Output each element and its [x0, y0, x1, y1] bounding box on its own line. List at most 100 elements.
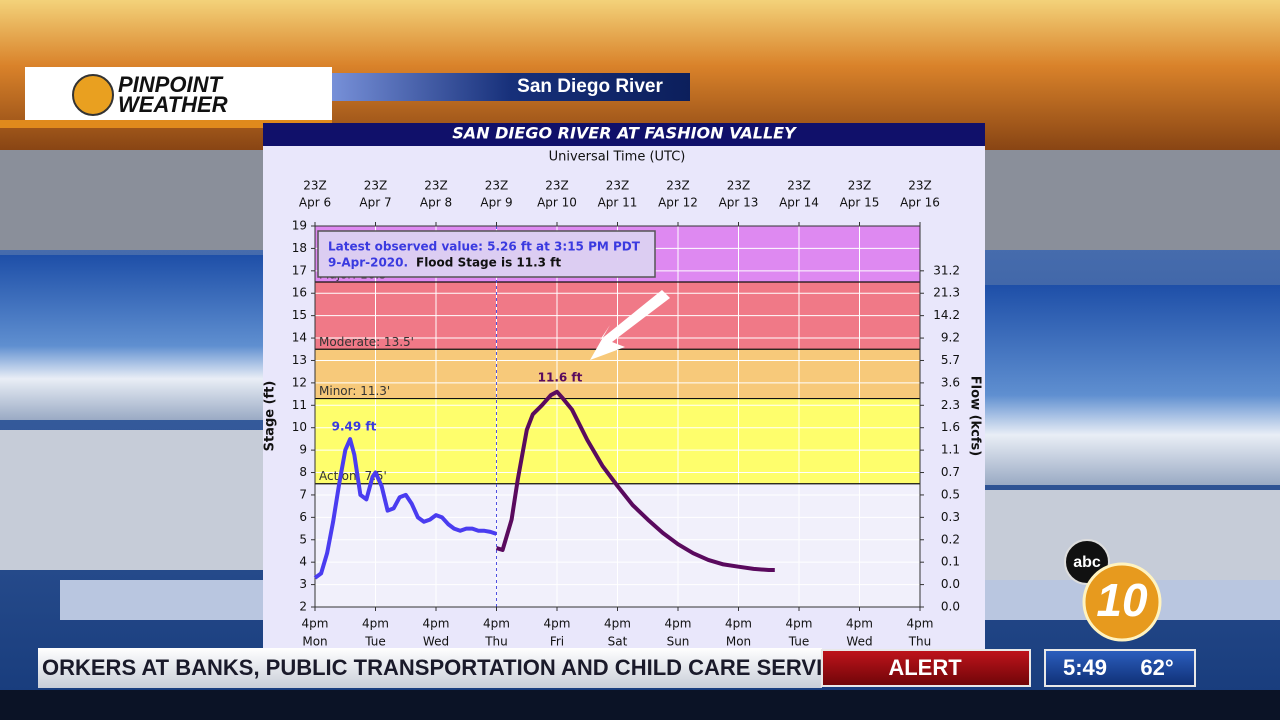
top-tick-label: 23Z — [666, 179, 690, 193]
x-tick-day: Tue — [364, 635, 386, 649]
channel-number: 10 — [1096, 574, 1148, 626]
top-tick-label: 23Z — [908, 179, 932, 193]
flood-label: Moderate: 13.5' — [319, 335, 414, 349]
y-tick-label: 15 — [292, 308, 307, 322]
y2-tick-label: 0.0 — [941, 600, 960, 614]
series-line — [495, 389, 775, 572]
top-tick-label: 23Z — [545, 179, 569, 193]
x-tick-label: 4pm — [604, 617, 631, 631]
y-tick-label: 5 — [299, 532, 307, 546]
top-tick-date: Apr 15 — [840, 196, 880, 210]
header-title: San Diego River — [517, 76, 663, 97]
y2-tick-label: 14.2 — [933, 308, 960, 322]
y2-tick-label: 31.2 — [933, 263, 960, 277]
y-tick-label: 19 — [292, 219, 307, 233]
top-tick-label: 23Z — [424, 179, 448, 193]
flood-label: Minor: 11.3' — [319, 384, 390, 398]
logo-icon — [72, 74, 114, 116]
logo-text: PINPOINT — [118, 72, 223, 97]
x-tick-day: Mon — [726, 635, 751, 649]
network-name: abc — [1073, 554, 1101, 571]
y-tick-label: 9 — [299, 443, 307, 457]
top-tick-label: 23Z — [727, 179, 751, 193]
clock-box — [1044, 649, 1196, 687]
annotation: Latest observed value: 5.26 ft at 3:15 P… — [328, 240, 641, 254]
y-tick-label: 3 — [299, 577, 307, 591]
channel-logo — [1082, 562, 1162, 642]
y-tick-label: 16 — [292, 286, 307, 300]
y-tick-label: 6 — [299, 510, 307, 524]
x-tick-label: 4pm — [423, 617, 450, 631]
y-tick-label: 13 — [292, 353, 307, 367]
y2-tick-label: 0.7 — [941, 465, 960, 479]
sky-panel — [985, 285, 1280, 485]
y2-tick-label: 0.5 — [941, 487, 960, 501]
top-tick-label: 23Z — [485, 179, 509, 193]
top-tick-date: Apr 8 — [420, 196, 452, 210]
y-tick-label: 7 — [299, 487, 307, 501]
studio-panel — [0, 430, 263, 570]
ticker-text: ORKERS AT BANKS, PUBLIC TRANSPORTATION A… — [42, 655, 919, 680]
x-tick-label: 4pm — [302, 617, 329, 631]
x-tick-label: 4pm — [544, 617, 571, 631]
x-tick-label: 4pm — [362, 617, 389, 631]
top-tick-date: Apr 7 — [359, 196, 391, 210]
series-line — [313, 437, 498, 580]
bottom-strip — [0, 690, 1280, 720]
y2-tick-label: 1.1 — [941, 443, 960, 457]
y2-tick-label: 0.3 — [941, 510, 960, 524]
logo-stripe — [0, 120, 332, 128]
y-tick-label: 11 — [292, 398, 307, 412]
top-tick-label: 23Z — [787, 179, 811, 193]
x-tick-day: Wed — [846, 635, 872, 649]
x-tick-day: Mon — [302, 635, 327, 649]
y2-tick-label: 0.0 — [941, 577, 960, 591]
annotation: Flood Stage is 11.3 ft — [416, 256, 561, 270]
sky-panel — [0, 255, 263, 420]
peak-label: 9.49 ft — [332, 420, 377, 434]
chart-title-bar — [263, 123, 985, 146]
y-axis-title: Stage (ft) — [263, 381, 278, 452]
y2-tick-label: 9.2 — [941, 331, 960, 345]
header-bar — [332, 73, 690, 101]
annotation: 9-Apr-2020. — [328, 256, 408, 270]
y-tick-label: 14 — [292, 331, 307, 345]
y2-tick-label: 5.7 — [941, 353, 960, 367]
x-tick-label: 4pm — [907, 617, 934, 631]
ticker-bar — [38, 648, 822, 688]
x-tick-day: Tue — [788, 635, 810, 649]
chart: SAN DIEGO RIVER AT FASHION VALLEY Univers… — [263, 124, 983, 649]
y-tick-label: 2 — [299, 600, 307, 614]
x-tick-label: 4pm — [483, 617, 510, 631]
y-tick-label: 10 — [292, 420, 307, 434]
y-tick-label: 17 — [292, 263, 307, 277]
top-tick-date: Apr 9 — [480, 196, 512, 210]
clock: 5:49 — [1063, 655, 1107, 680]
logo-text: WEATHER — [118, 92, 228, 117]
y2-tick-label: 21.3 — [933, 286, 960, 300]
top-tick-date: Apr 6 — [299, 196, 331, 210]
pointer-arrow — [590, 290, 670, 360]
peak-label: 11.6 ft — [538, 371, 583, 385]
temperature: 62° — [1140, 655, 1173, 680]
y-tick-label: 12 — [292, 375, 307, 389]
y2-tick-label: 3.6 — [941, 375, 960, 389]
alert-label: ALERT — [888, 655, 962, 680]
annotation-box — [317, 230, 656, 278]
top-tick-label: 23Z — [303, 179, 327, 193]
top-tick-label: 23Z — [606, 179, 630, 193]
x-tick-day: Wed — [423, 635, 449, 649]
y-tick-label: 8 — [299, 465, 307, 479]
y-tick-label: 4 — [299, 555, 307, 569]
top-tick-date: Apr 13 — [719, 196, 759, 210]
x-tick-label: 4pm — [786, 617, 813, 631]
x-tick-label: 4pm — [725, 617, 752, 631]
x-tick-day: Sat — [608, 635, 628, 649]
x-tick-day: Fri — [550, 635, 564, 649]
x-tick-day: Sun — [667, 635, 690, 649]
top-tick-label: 23Z — [848, 179, 872, 193]
y2-tick-label: 2.3 — [941, 398, 960, 412]
y2-tick-label: 0.1 — [941, 555, 960, 569]
x-tick-day: Thu — [908, 635, 932, 649]
